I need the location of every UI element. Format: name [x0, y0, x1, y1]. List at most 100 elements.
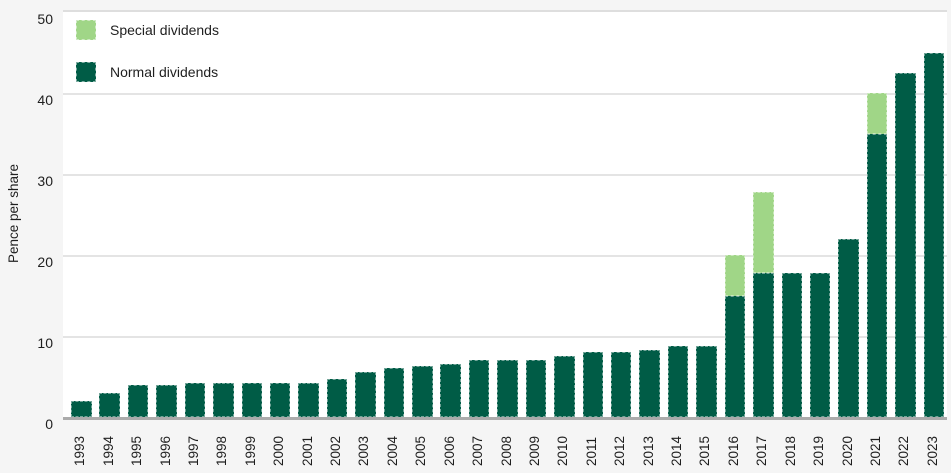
- x-tick-label-2020: 2020: [839, 435, 855, 466]
- gridline-10: [63, 336, 947, 338]
- bar-2000: [269, 382, 291, 417]
- y-tick-label-0: 0: [45, 416, 53, 432]
- bar-segment-normal-2012: [610, 352, 632, 417]
- bar-segment-normal-2002: [326, 378, 348, 417]
- x-tick-label-2003: 2003: [356, 435, 372, 466]
- bar-segment-special-2016: [724, 255, 746, 296]
- x-tick-label-2018: 2018: [782, 435, 798, 466]
- bar-segment-normal-2018: [781, 273, 802, 417]
- bar-2020: [838, 238, 859, 417]
- bar-2023: [923, 52, 945, 417]
- bar-1993: [71, 400, 92, 417]
- x-tick-label-2009: 2009: [526, 435, 542, 466]
- y-tick-label-10: 10: [37, 335, 53, 351]
- bar-segment-normal-1997: [184, 382, 206, 417]
- bar-segment-special-2021: [866, 93, 888, 134]
- bar-segment-normal-2000: [269, 382, 291, 417]
- bar-1998: [213, 382, 234, 417]
- bar-segment-normal-2020: [838, 238, 859, 417]
- bar-2007: [468, 360, 490, 417]
- gridline-30: [63, 174, 947, 176]
- bar-2002: [326, 378, 348, 417]
- bar-segment-normal-1999: [241, 382, 263, 417]
- x-tick-label-1998: 1998: [214, 435, 230, 466]
- bar-segment-normal-2009: [525, 360, 547, 417]
- x-tick-label-2005: 2005: [413, 435, 429, 466]
- legend-label-special: Special dividends: [110, 22, 219, 38]
- x-tick-label-1994: 1994: [100, 435, 116, 466]
- bar-2017: [753, 192, 774, 417]
- bar-segment-normal-2008: [497, 360, 518, 417]
- bar-segment-normal-1996: [156, 384, 177, 417]
- bar-2014: [667, 346, 689, 417]
- bar-2011: [582, 352, 604, 417]
- bar-segment-normal-2021: [866, 133, 888, 417]
- bar-segment-normal-1994: [99, 392, 120, 417]
- x-tick-label-2011: 2011: [583, 436, 599, 466]
- plot-area: [63, 10, 947, 420]
- bar-2008: [497, 360, 518, 417]
- legend: Special dividends Normal dividends: [76, 20, 219, 104]
- bar-segment-normal-2010: [554, 356, 575, 417]
- legend-label-normal: Normal dividends: [110, 64, 219, 80]
- bar-segment-normal-2013: [639, 350, 660, 417]
- x-tick-label-2010: 2010: [555, 435, 571, 466]
- x-tick-label-2000: 2000: [271, 435, 287, 466]
- x-tick-label-1996: 1996: [157, 435, 173, 466]
- x-tick-label-2015: 2015: [697, 435, 713, 466]
- y-tick-label-40: 40: [37, 92, 53, 108]
- x-tick-label-1995: 1995: [129, 435, 145, 466]
- x-tick-label-2016: 2016: [725, 435, 741, 466]
- legend-item-special: Special dividends: [76, 20, 219, 40]
- bar-2018: [781, 273, 802, 417]
- x-tick-label-1993: 1993: [72, 435, 88, 466]
- legend-swatch-normal-icon: [76, 62, 96, 82]
- bar-1997: [184, 382, 206, 417]
- y-tick-label-20: 20: [37, 254, 53, 270]
- bar-segment-normal-2014: [667, 346, 689, 417]
- bar-2015: [696, 346, 717, 417]
- x-tick-label-2004: 2004: [384, 435, 400, 466]
- bar-2012: [610, 352, 632, 417]
- bar-2022: [895, 72, 916, 417]
- bar-segment-normal-2015: [696, 346, 717, 417]
- x-tick-label-1997: 1997: [185, 435, 201, 466]
- bar-1999: [241, 382, 263, 417]
- x-tick-label-2023: 2023: [924, 435, 940, 466]
- x-axis-line: [63, 417, 947, 420]
- x-tick-label-2021: 2021: [868, 435, 883, 466]
- bar-segment-normal-2017: [753, 273, 774, 417]
- x-tick-label-2007: 2007: [470, 435, 486, 466]
- bar-2004: [383, 368, 405, 417]
- legend-item-normal: Normal dividends: [76, 62, 219, 82]
- bar-2005: [412, 365, 433, 417]
- bar-segment-normal-2022: [895, 72, 916, 417]
- x-tick-label-2014: 2014: [669, 435, 685, 466]
- bar-segment-normal-1995: [127, 384, 149, 417]
- legend-swatch-special-icon: [76, 20, 96, 40]
- bar-segment-normal-1993: [71, 400, 92, 417]
- x-tick-label-2012: 2012: [612, 435, 628, 466]
- bar-2009: [525, 360, 547, 417]
- x-tick-label-2001: 2001: [299, 435, 315, 466]
- bar-2013: [639, 350, 660, 417]
- bar-segment-normal-2005: [412, 365, 433, 417]
- bar-2019: [809, 273, 831, 417]
- bar-2010: [554, 356, 575, 417]
- bar-1994: [99, 392, 120, 417]
- bar-segment-normal-2001: [298, 382, 319, 417]
- bar-segment-normal-2004: [383, 368, 405, 417]
- bar-segment-normal-2019: [809, 273, 831, 417]
- y-tick-label-50: 50: [37, 11, 53, 27]
- x-tick-label-2022: 2022: [896, 435, 912, 466]
- bar-segment-normal-1998: [213, 382, 234, 417]
- bar-segment-normal-2023: [923, 52, 945, 417]
- bar-2003: [355, 372, 376, 417]
- bar-segment-normal-2007: [468, 360, 490, 417]
- x-tick-label-2017: 2017: [754, 435, 770, 466]
- bar-segment-normal-2011: [582, 352, 604, 417]
- gridline-40: [63, 93, 947, 95]
- bar-segment-normal-2006: [440, 363, 461, 417]
- x-tick-label-2006: 2006: [441, 435, 457, 466]
